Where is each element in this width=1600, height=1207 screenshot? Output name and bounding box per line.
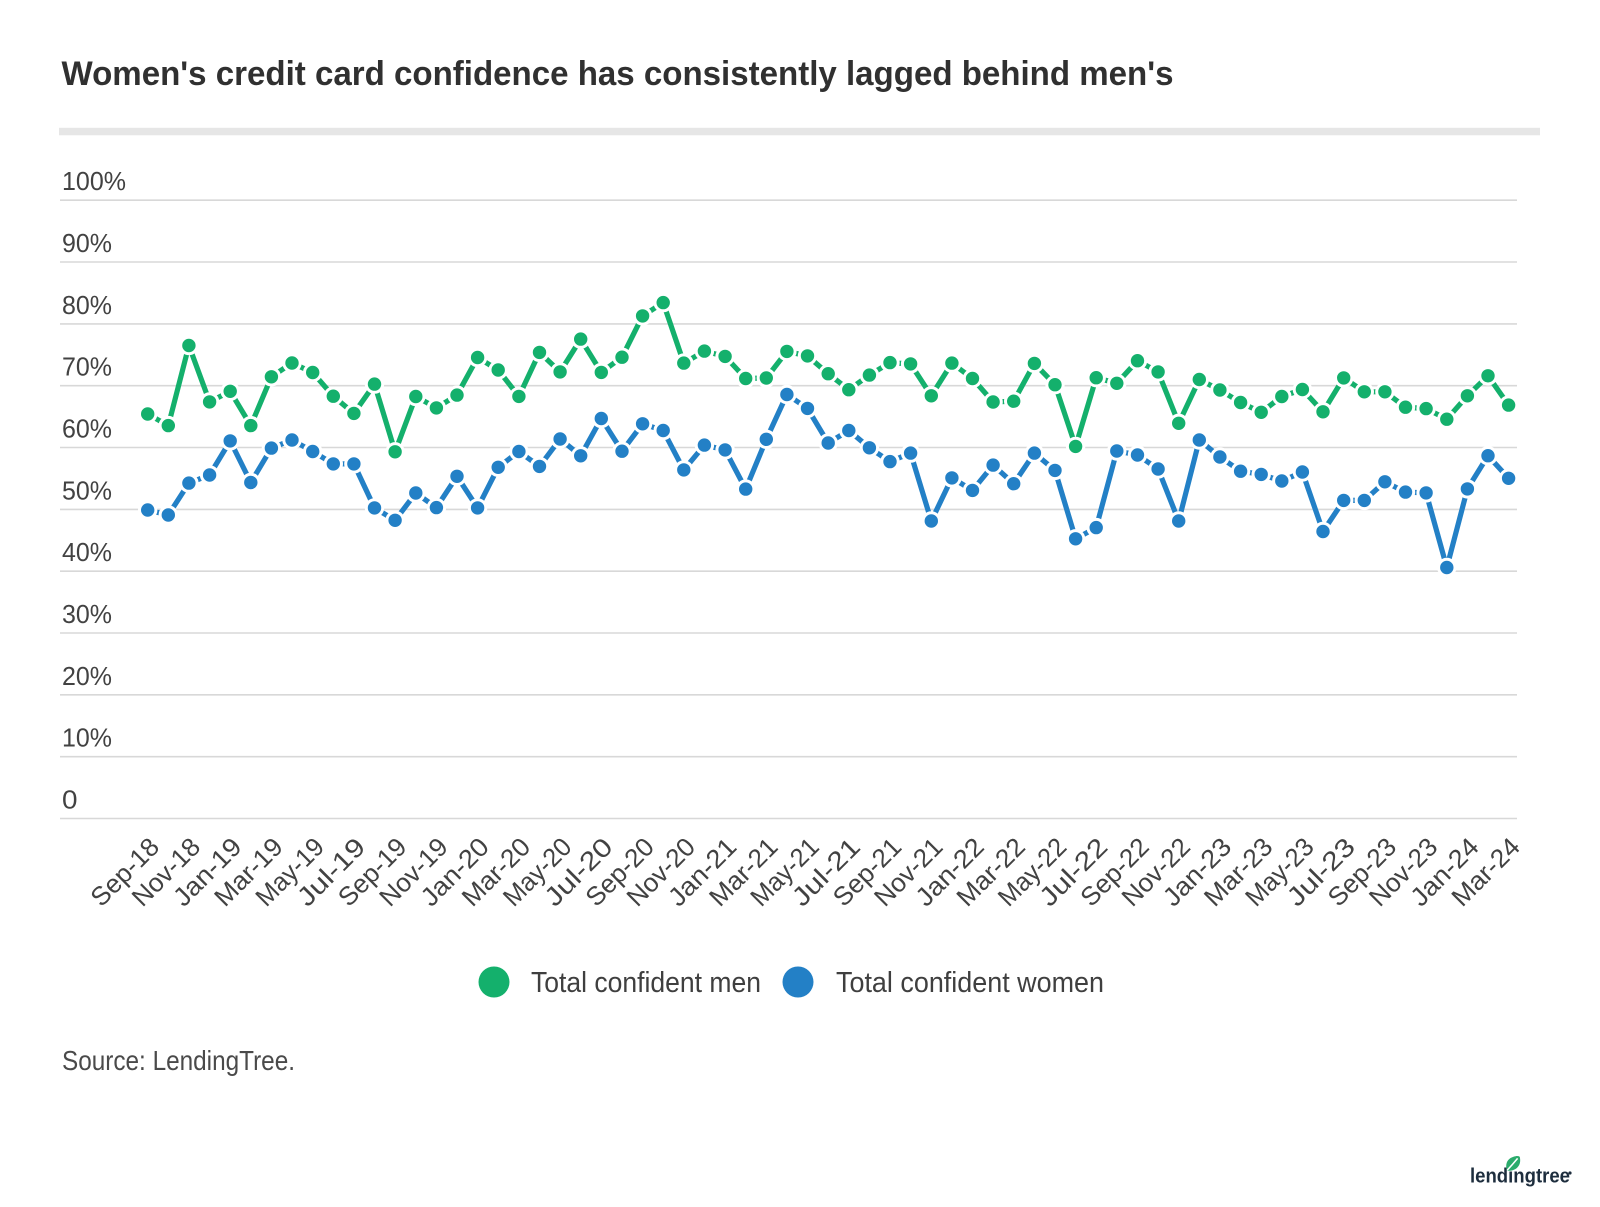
svg-text:50%: 50% [62,475,112,505]
svg-text:Women's credit card confidence: Women's credit card confidence has consi… [62,55,1174,93]
svg-text:Total confident men: Total confident men [531,967,761,999]
svg-text:80%: 80% [62,290,112,320]
svg-text:lendingtree: lendingtree [1470,1165,1570,1188]
svg-text:70%: 70% [62,352,112,382]
svg-text:0: 0 [62,785,78,815]
svg-text:40%: 40% [62,537,112,567]
svg-text:Source: LendingTree.: Source: LendingTree. [62,1045,295,1076]
svg-text:30%: 30% [62,599,112,629]
svg-text:60%: 60% [62,414,112,444]
svg-text:Total confident women: Total confident women [836,967,1104,999]
svg-text:100%: 100% [62,166,126,196]
svg-text:10%: 10% [62,723,112,753]
svg-text:20%: 20% [62,661,112,691]
svg-text:90%: 90% [62,228,112,258]
